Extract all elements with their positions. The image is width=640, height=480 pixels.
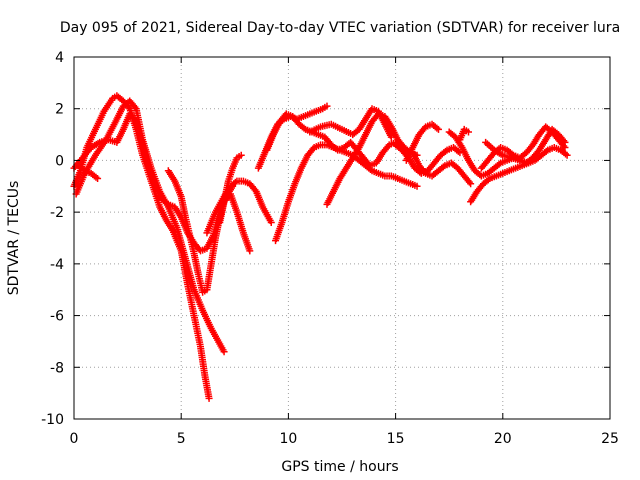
series-arc-12: [306, 105, 395, 141]
y-tick-label: -8: [50, 360, 64, 376]
axis-ticks: [73, 56, 611, 420]
data-point: [94, 175, 102, 183]
y-tick-label: -2: [50, 205, 64, 221]
x-tick-label: 0: [70, 431, 79, 447]
data-points: [70, 92, 571, 402]
data-point: [131, 103, 139, 111]
plot-frame: [73, 56, 611, 420]
data-point: [465, 178, 473, 186]
series-arc-20: [482, 138, 533, 167]
x-tick-label: 10: [279, 431, 297, 447]
data-point: [413, 182, 421, 190]
data-point: [246, 247, 254, 255]
data-point: [387, 133, 395, 141]
series-arc-17: [456, 125, 472, 144]
data-point: [434, 125, 442, 133]
data-point: [323, 102, 331, 110]
data-point: [467, 180, 475, 188]
series-arc-8: [272, 141, 421, 245]
x-tick-label: 5: [177, 431, 186, 447]
data-point: [563, 151, 571, 159]
data-point: [525, 159, 533, 167]
y-tick-label: -4: [50, 257, 64, 273]
data-point: [267, 218, 275, 226]
y-tick-label: 4: [55, 50, 64, 66]
series-arc-6: [203, 177, 275, 237]
series-arc-15: [409, 149, 475, 188]
series-arc-7: [216, 151, 245, 226]
data-point: [220, 348, 228, 356]
x-tick-label: 25: [601, 431, 619, 447]
data-point: [464, 128, 472, 136]
y-tick-label: -10: [41, 412, 64, 428]
x-tick-label: 15: [387, 431, 405, 447]
chart-title: Day 095 of 2021, Sidereal Day-to-day VTE…: [60, 20, 620, 36]
data-point: [131, 116, 139, 124]
x-axis-label: GPS time / hours: [281, 459, 398, 475]
y-tick-label: -6: [50, 309, 64, 325]
tick-labels: 0 5 10 15 20 25 -10 -8 -6 -4 -2 0 2 4: [41, 50, 619, 447]
y-tick-label: 2: [55, 102, 64, 118]
y-tick-label: 0: [55, 153, 64, 169]
data-point: [561, 144, 569, 151]
x-tick-label: 20: [494, 431, 512, 447]
series-arc-4: [74, 162, 102, 183]
data-point: [560, 142, 568, 150]
data-point: [237, 151, 245, 159]
data-point: [205, 394, 213, 402]
y-axis-label: SDTVAR / TECUs: [6, 181, 22, 296]
